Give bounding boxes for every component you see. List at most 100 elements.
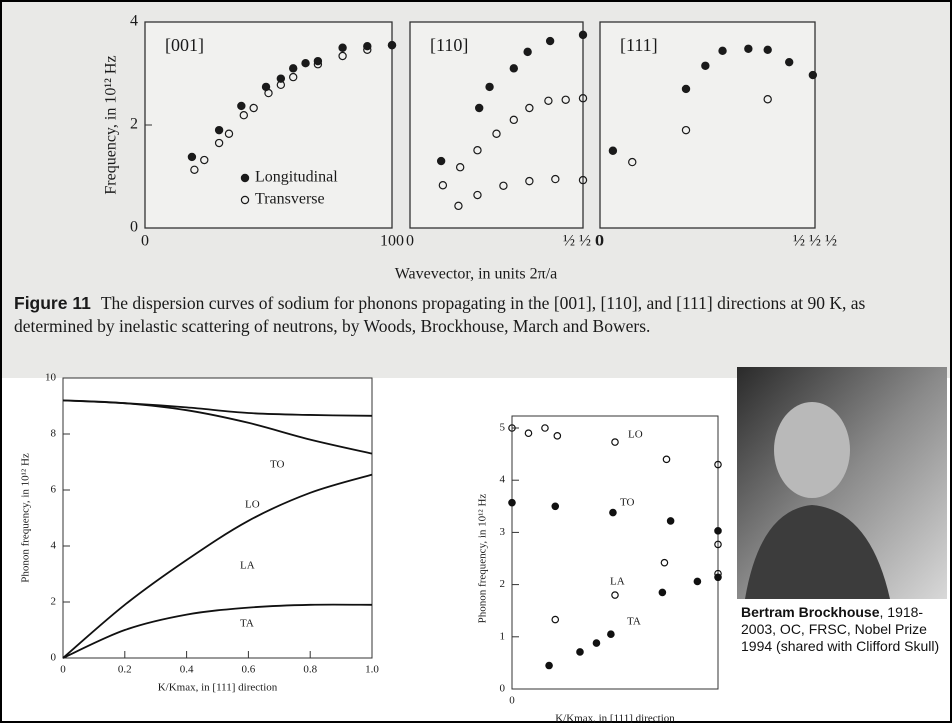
point (473, 146, 482, 155)
y-tick-label: 2 (51, 596, 57, 608)
photo-face (774, 402, 850, 498)
point (485, 82, 494, 92)
plot-frame (599, 21, 816, 229)
point (714, 527, 722, 535)
legend-label: Transverse (255, 191, 325, 208)
point (545, 661, 553, 670)
point (660, 558, 669, 567)
photo-name: Bertram Brockhouse (741, 604, 880, 620)
x-tick-label: 100 (380, 233, 404, 250)
caption-text: The dispersion curves of sodium for phon… (14, 293, 866, 336)
photo-body (745, 505, 890, 599)
y-tick-label: 1 (500, 630, 506, 642)
point (363, 45, 372, 55)
x-tick-label: ½ ½ ½ (793, 233, 837, 250)
y-tick-label: 10 (45, 372, 57, 384)
point (666, 517, 675, 525)
point (525, 176, 534, 186)
x-tick-label: 0 (509, 695, 515, 707)
point (455, 163, 465, 172)
y-tick-label: 4 (51, 540, 57, 552)
y-tick-label: 2 (500, 578, 506, 590)
plot-frame (62, 377, 373, 659)
y-axis-label: Phonon frequency, in 10¹² Hz (20, 453, 32, 583)
point (658, 588, 667, 597)
y-tick-label: 0 (130, 219, 138, 236)
point (499, 181, 508, 190)
point (187, 152, 197, 162)
x-tick-label: 0 (596, 233, 604, 250)
y-tick-label: 4 (500, 474, 506, 486)
point (551, 615, 560, 624)
point (264, 88, 273, 98)
series-label: LA (610, 576, 625, 588)
point (718, 46, 727, 56)
point (509, 115, 518, 125)
x-tick-label: 0.6 (242, 664, 256, 676)
point (578, 30, 588, 40)
shared-x-label: Wavevector, in units 2π/a (395, 266, 558, 283)
point (714, 460, 722, 469)
y-axis-label: Phonon frequency, in 10¹² Hz (477, 494, 489, 624)
curve (62, 399, 373, 455)
series-label: LA (240, 560, 255, 572)
point (289, 72, 298, 82)
legend-label: Longitudinal (255, 169, 338, 186)
y-tick-label: 8 (51, 428, 57, 440)
point (744, 44, 753, 53)
x-axis-label: K/Kmax, in [111] direction (158, 682, 278, 694)
series-label: TO (620, 497, 635, 509)
point (338, 51, 347, 61)
point (714, 573, 722, 582)
point (509, 64, 518, 73)
panel-title: [111] (620, 35, 658, 55)
point (492, 129, 501, 138)
x-tick-label: 0 (406, 233, 414, 250)
x-tick-label: 0 (60, 664, 66, 676)
point (545, 36, 555, 46)
point (240, 195, 250, 205)
plot-frame (409, 21, 584, 229)
point (763, 45, 772, 55)
point (551, 502, 560, 511)
point (214, 125, 224, 135)
y-tick-label: 6 (51, 484, 57, 496)
point (239, 111, 248, 120)
point (289, 64, 298, 73)
point (438, 181, 448, 190)
x-tick-label: 0.2 (118, 664, 132, 676)
y-tick-label: 5 (500, 422, 506, 434)
series-label: TA (627, 616, 641, 628)
point (553, 432, 562, 440)
plot-frame (144, 21, 393, 229)
y-tick-label: 4 (130, 13, 138, 30)
point (609, 508, 617, 517)
point (436, 156, 446, 166)
series-label: LO (628, 429, 643, 441)
x-tick-label: 0.8 (303, 664, 317, 676)
panel-title: [001] (165, 35, 204, 55)
point (628, 157, 637, 167)
point (313, 60, 323, 69)
point (224, 129, 234, 138)
x-axis-label: K/Kmax, in [111] direction (555, 713, 675, 723)
point (662, 455, 671, 464)
point (508, 498, 516, 507)
point (523, 47, 532, 57)
point (190, 165, 199, 175)
point (387, 40, 397, 50)
point (240, 173, 250, 183)
point (541, 424, 549, 432)
y-tick-label: 0 (51, 652, 57, 664)
y-tick-label: 2 (130, 116, 138, 133)
point (607, 630, 615, 638)
point (237, 101, 246, 111)
x-tick-label: ½ ½ 0 (563, 233, 603, 250)
point (551, 174, 560, 184)
point (524, 429, 533, 438)
point (508, 424, 516, 432)
point (611, 591, 619, 599)
figure-caption: Figure 11 The dispersion curves of sodium… (14, 292, 924, 338)
